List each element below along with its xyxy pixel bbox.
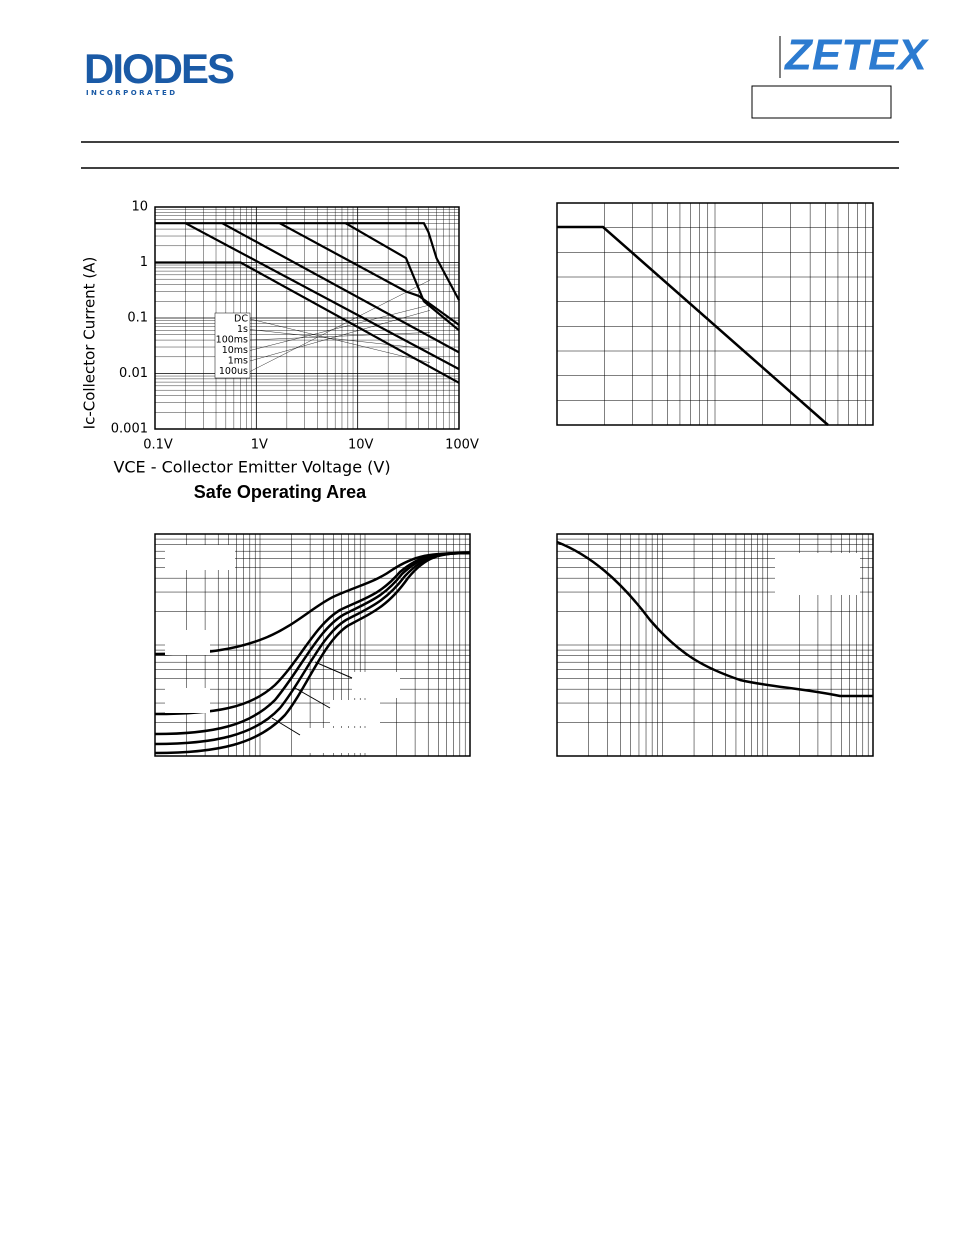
soa-chart: VCE - Collector Emitter Voltage (V) Ic-C… bbox=[81, 200, 479, 502]
leader bbox=[271, 717, 301, 736]
curve bbox=[556, 540, 873, 698]
company-sub: I N C O R P O R A T E D bbox=[86, 89, 175, 97]
plot-frame bbox=[154, 206, 460, 430]
plot-frame bbox=[556, 533, 874, 757]
curve bbox=[154, 551, 471, 656]
series-line bbox=[155, 222, 460, 301]
blank-label bbox=[165, 545, 235, 570]
series-line bbox=[184, 222, 460, 371]
legend-label: 1s bbox=[237, 324, 248, 335]
legend-label: 10ms bbox=[222, 345, 248, 356]
chart-grid bbox=[556, 202, 873, 426]
leader bbox=[294, 687, 331, 709]
blank-label bbox=[330, 700, 380, 726]
blank-label bbox=[165, 688, 210, 713]
legend-label: 100us bbox=[219, 366, 248, 377]
legend-leader bbox=[249, 318, 431, 363]
y-tick-label: 10 bbox=[131, 200, 148, 215]
legend-label: 100ms bbox=[216, 335, 248, 346]
x-tick-label: 10V bbox=[348, 438, 374, 453]
legend-leader bbox=[249, 332, 431, 341]
y-axis-label: Ic-Collector Current (A) bbox=[81, 257, 99, 430]
blank-label bbox=[352, 672, 400, 698]
legend-leader bbox=[249, 279, 431, 372]
blank-label bbox=[775, 553, 860, 595]
curve bbox=[154, 551, 471, 716]
legend-leader bbox=[249, 329, 431, 350]
y-tick-label: 0.001 bbox=[111, 422, 148, 437]
other-charts bbox=[154, 202, 874, 757]
chart-title: Safe Operating Area bbox=[194, 482, 367, 502]
series-line bbox=[279, 222, 460, 326]
legend-label: 1ms bbox=[228, 356, 248, 367]
curve bbox=[154, 551, 471, 746]
legend-box bbox=[214, 312, 251, 379]
legend-leader bbox=[249, 304, 431, 351]
leader bbox=[314, 661, 353, 679]
series-line bbox=[345, 222, 460, 332]
curve bbox=[557, 225, 829, 426]
curve bbox=[154, 551, 471, 736]
part-box bbox=[751, 85, 892, 119]
plot-frame bbox=[154, 533, 471, 757]
series-line bbox=[155, 261, 460, 384]
company-logo: DIODES bbox=[84, 45, 234, 92]
grid bbox=[154, 206, 460, 430]
x-tick-label: 100V bbox=[445, 438, 479, 453]
legend-leader bbox=[249, 310, 431, 362]
curve bbox=[154, 551, 471, 755]
y-tick-label: 0.1 bbox=[127, 311, 148, 326]
x-tick-label: 0.1V bbox=[143, 438, 173, 453]
x-axis-label: VCE - Collector Emitter Voltage (V) bbox=[113, 458, 390, 477]
legend-label: DC bbox=[234, 314, 248, 325]
blank-label bbox=[165, 630, 210, 655]
series-line bbox=[221, 222, 460, 354]
x-tick-label: 1V bbox=[251, 438, 268, 453]
plot-frame bbox=[556, 202, 874, 426]
y-tick-label: 0.01 bbox=[119, 366, 148, 381]
brand-logo: ZETEX bbox=[783, 31, 929, 80]
y-tick-label: 1 bbox=[140, 255, 148, 270]
blank-label bbox=[300, 728, 390, 753]
